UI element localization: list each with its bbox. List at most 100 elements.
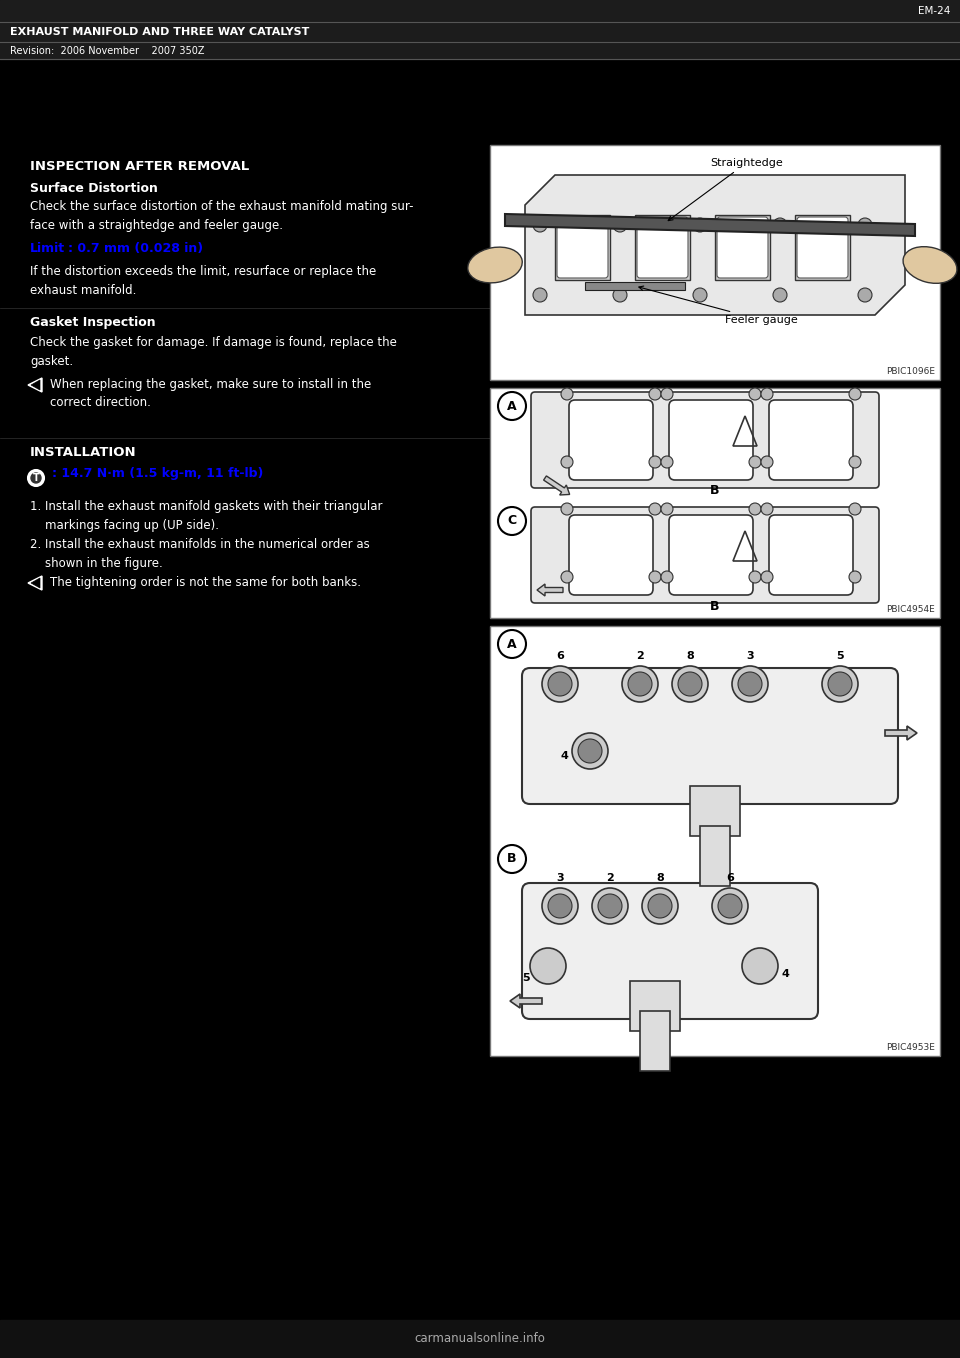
Circle shape: [849, 456, 861, 469]
Text: Straightedge: Straightedge: [668, 158, 782, 220]
Text: Gasket Inspection: Gasket Inspection: [30, 316, 156, 329]
Circle shape: [572, 733, 608, 769]
Circle shape: [561, 456, 573, 469]
Text: The tightening order is not the same for both banks.: The tightening order is not the same for…: [50, 576, 361, 589]
Text: T: T: [33, 473, 39, 483]
Text: A: A: [507, 637, 516, 650]
Circle shape: [613, 219, 627, 232]
Circle shape: [661, 502, 673, 515]
Circle shape: [622, 665, 658, 702]
Polygon shape: [31, 579, 40, 588]
Text: 3: 3: [746, 650, 754, 661]
Circle shape: [672, 665, 708, 702]
Circle shape: [28, 470, 44, 486]
FancyBboxPatch shape: [717, 217, 768, 278]
Polygon shape: [28, 378, 42, 392]
Text: 4: 4: [560, 751, 568, 760]
Bar: [795, 215, 850, 280]
Circle shape: [561, 388, 573, 401]
Circle shape: [849, 570, 861, 583]
Circle shape: [858, 288, 872, 301]
Circle shape: [628, 672, 652, 697]
FancyBboxPatch shape: [769, 515, 853, 595]
Bar: [555, 215, 610, 280]
Polygon shape: [505, 215, 915, 236]
Text: PBIC4954E: PBIC4954E: [886, 606, 935, 614]
Polygon shape: [525, 175, 905, 315]
Circle shape: [678, 672, 702, 697]
Circle shape: [761, 456, 773, 469]
Bar: [690, 786, 740, 837]
Circle shape: [712, 888, 748, 923]
Bar: [490, 626, 940, 1057]
Text: : 0.7 mm (0.028 in): : 0.7 mm (0.028 in): [68, 242, 204, 255]
Circle shape: [613, 288, 627, 301]
FancyBboxPatch shape: [522, 883, 818, 1018]
FancyBboxPatch shape: [669, 515, 753, 595]
Circle shape: [592, 888, 628, 923]
Text: Check the surface distortion of the exhaust manifold mating sur-
face with a str: Check the surface distortion of the exha…: [30, 200, 414, 231]
Circle shape: [533, 219, 547, 232]
Circle shape: [858, 219, 872, 232]
FancyArrow shape: [885, 727, 917, 740]
Text: 5: 5: [522, 972, 530, 983]
Circle shape: [693, 288, 707, 301]
Text: 8: 8: [686, 650, 694, 661]
Text: 4: 4: [781, 970, 789, 979]
Circle shape: [642, 888, 678, 923]
Circle shape: [533, 288, 547, 301]
Text: 8: 8: [656, 873, 664, 883]
Bar: [700, 826, 730, 885]
Circle shape: [542, 665, 578, 702]
Text: A: A: [507, 399, 516, 413]
Circle shape: [849, 388, 861, 401]
Circle shape: [649, 388, 661, 401]
Circle shape: [749, 388, 761, 401]
Circle shape: [761, 388, 773, 401]
Text: : 14.7 N·m (1.5 kg-m, 11 ft-lb): : 14.7 N·m (1.5 kg-m, 11 ft-lb): [52, 467, 263, 481]
Bar: [0, 42, 960, 58]
Circle shape: [828, 672, 852, 697]
Text: Feeler gauge: Feeler gauge: [639, 287, 798, 325]
Circle shape: [749, 570, 761, 583]
Text: EXHAUST MANIFOLD AND THREE WAY CATALYST: EXHAUST MANIFOLD AND THREE WAY CATALYST: [10, 27, 309, 37]
FancyBboxPatch shape: [522, 668, 898, 804]
Circle shape: [578, 739, 602, 763]
FancyArrow shape: [543, 475, 569, 496]
Circle shape: [849, 502, 861, 515]
FancyBboxPatch shape: [569, 515, 653, 595]
Circle shape: [498, 630, 526, 659]
Text: B: B: [710, 485, 720, 497]
Bar: [0, 0, 960, 22]
Circle shape: [31, 473, 41, 483]
Circle shape: [648, 894, 672, 918]
Text: carmanualsonline.info: carmanualsonline.info: [415, 1332, 545, 1346]
Circle shape: [773, 219, 787, 232]
Circle shape: [598, 894, 622, 918]
Text: INSPECTION AFTER REMOVAL: INSPECTION AFTER REMOVAL: [30, 160, 250, 172]
Circle shape: [548, 894, 572, 918]
Circle shape: [661, 570, 673, 583]
Text: Limit: Limit: [30, 242, 65, 255]
Polygon shape: [585, 282, 685, 291]
Circle shape: [693, 219, 707, 232]
Text: 5: 5: [836, 650, 844, 661]
Text: B: B: [507, 853, 516, 865]
Text: When replacing the gasket, make sure to install in the
correct direction.: When replacing the gasket, make sure to …: [50, 378, 372, 410]
Circle shape: [749, 502, 761, 515]
Circle shape: [661, 388, 673, 401]
Circle shape: [561, 502, 573, 515]
Text: 2. Install the exhaust manifolds in the numerical order as
    shown in the figu: 2. Install the exhaust manifolds in the …: [30, 538, 370, 569]
Text: Revision:  2006 November    2007 350Z: Revision: 2006 November 2007 350Z: [10, 46, 204, 56]
Circle shape: [761, 502, 773, 515]
Circle shape: [732, 665, 768, 702]
Circle shape: [761, 570, 773, 583]
Polygon shape: [28, 576, 42, 589]
Text: Surface Distortion: Surface Distortion: [30, 182, 157, 196]
Circle shape: [542, 888, 578, 923]
Text: 3: 3: [556, 873, 564, 883]
FancyBboxPatch shape: [531, 507, 879, 603]
Circle shape: [661, 456, 673, 469]
Text: 2: 2: [636, 650, 644, 661]
Circle shape: [530, 948, 566, 985]
